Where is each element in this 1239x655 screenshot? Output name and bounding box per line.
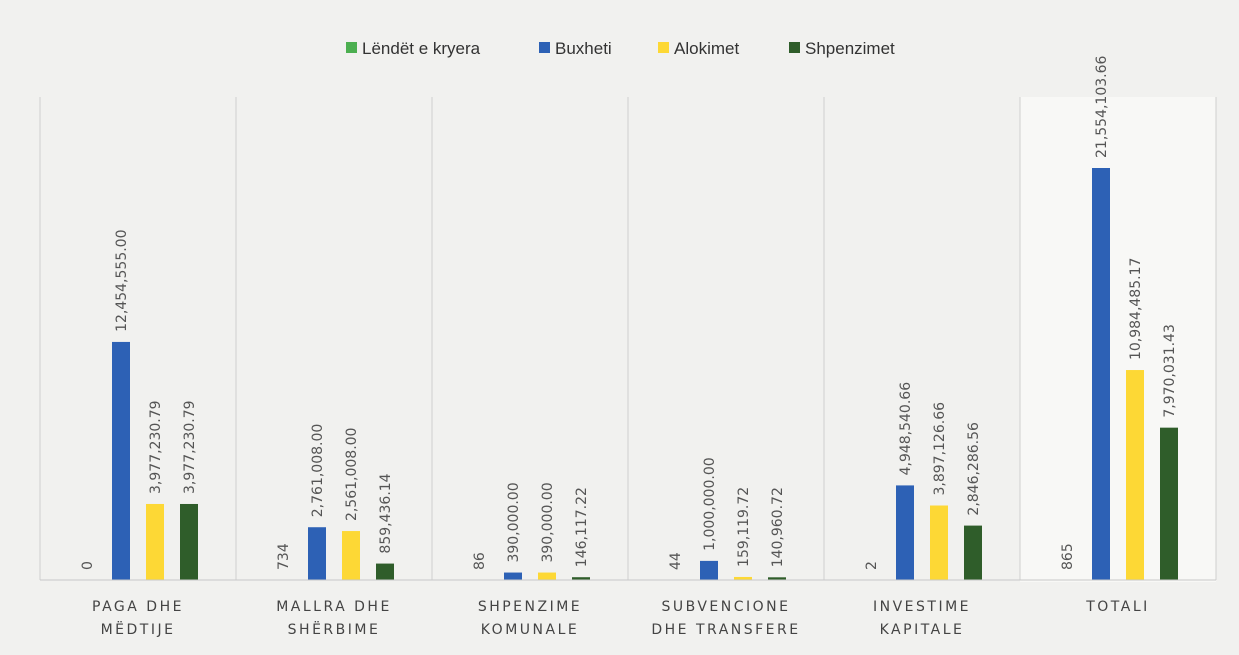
bar-buxheti-2 — [308, 527, 326, 580]
data-label-alokimet-4: 159,119.72 — [736, 487, 752, 567]
category-label: PAGA DHE — [92, 599, 184, 615]
data-label-buxheti-6: 21,554,103.66 — [1094, 55, 1110, 158]
category-label: SHPENZIME — [478, 599, 582, 615]
bar-buxheti-5 — [896, 485, 914, 580]
data-label-shpenzimet-1: 3,977,230.79 — [182, 400, 198, 494]
value-labels: 0 12,454,555.00 3,977,230.79 3,977,230.79 73… — [80, 55, 1178, 570]
category-label: MALLRA DHE — [276, 599, 392, 615]
data-label-alokimet-3: 390,000.00 — [540, 482, 556, 562]
category-label: DHE TRANSFERE — [651, 622, 800, 638]
data-label-buxheti-1: 12,454,555.00 — [114, 229, 130, 331]
category-label: TOTALI — [1085, 599, 1150, 615]
data-label-alokimet-1: 3,977,230.79 — [148, 400, 164, 494]
data-label-shpenzimet-4: 140,960.72 — [770, 487, 786, 567]
legend-swatch — [346, 42, 357, 53]
bar-shpenzimet-4 — [768, 577, 786, 580]
plot-panel-highlight — [1020, 97, 1216, 582]
bar-alokimet-5 — [930, 505, 948, 580]
bar-buxheti-4 — [700, 560, 718, 580]
bar-alokimet-6 — [1126, 370, 1144, 580]
bars — [112, 168, 1178, 580]
data-label-lendet-e-kryera-1: 0 — [80, 561, 96, 570]
category-separators — [39, 97, 1217, 580]
data-label-alokimet-5: 3,897,126.66 — [932, 402, 948, 496]
category-label: KOMUNALE — [481, 622, 579, 638]
legend-swatch — [658, 42, 669, 53]
data-label-buxheti-5: 4,948,540.66 — [898, 382, 914, 476]
category-label: SUBVENCIONE — [662, 599, 791, 615]
bar-shpenzimet-6 — [1160, 427, 1178, 580]
legend-label: Buxheti — [555, 39, 612, 58]
data-label-shpenzimet-5: 2,846,286.56 — [966, 422, 982, 516]
bar-alokimet-2 — [342, 531, 360, 580]
bar-alokimet-1 — [146, 503, 164, 580]
legend-label: Lëndët e kryera — [362, 39, 481, 58]
category-label: MËDTIJE — [101, 620, 176, 638]
legend-swatch — [789, 42, 800, 53]
bar-alokimet-3 — [538, 572, 556, 580]
bar-buxheti-3 — [504, 572, 522, 580]
data-label-buxheti-4: 1,000,000.00 — [702, 457, 718, 551]
legend-item-alokimet: Alokimet — [658, 39, 739, 58]
data-label-alokimet-6: 10,984,485.17 — [1128, 258, 1144, 360]
bar-alokimet-4 — [734, 576, 752, 580]
category-label: INVESTIME — [873, 599, 971, 615]
legend-swatch — [539, 42, 550, 53]
data-label-buxheti-2: 2,761,008.00 — [310, 424, 326, 518]
data-label-alokimet-2: 2,561,008.00 — [344, 428, 360, 522]
legend-label: Alokimet — [674, 39, 739, 58]
bar-buxheti-6 — [1092, 168, 1110, 580]
bar-buxheti-1 — [112, 341, 130, 580]
bar-shpenzimet-3 — [572, 577, 590, 580]
legend-item-lendet-e-kryera: Lëndët e kryera — [346, 39, 481, 58]
legend-item-shpenzimet: Shpenzimet — [789, 39, 895, 58]
data-label-lendet-e-kryera-3: 86 — [472, 552, 488, 570]
data-label-lendet-e-kryera-4: 44 — [668, 552, 684, 570]
category-labels: PAGA DHE MËDTIJE MALLRA DHE SHËRBIME SHPENZI… — [92, 599, 1150, 638]
data-label-lendet-e-kryera-2: 734 — [276, 543, 292, 570]
data-label-shpenzimet-6: 7,970,031.43 — [1162, 324, 1178, 418]
data-label-buxheti-3: 390,000.00 — [506, 482, 522, 562]
data-label-shpenzimet-3: 146,117.22 — [574, 487, 590, 567]
data-label-shpenzimet-2: 859,436.14 — [378, 473, 394, 553]
data-label-lendet-e-kryera-5: 2 — [864, 561, 880, 570]
legend-item-buxheti: Buxheti — [539, 39, 612, 58]
legend-label: Shpenzimet — [805, 39, 895, 58]
category-label: SHËRBIME — [288, 620, 381, 638]
bar-shpenzimet-2 — [376, 563, 394, 580]
bar-shpenzimet-5 — [964, 525, 982, 580]
data-label-lendet-e-kryera-6: 865 — [1060, 543, 1076, 570]
legend: Lëndët e kryera Buxheti Alokimet Shpenzimet — [346, 39, 895, 58]
bar-shpenzimet-1 — [180, 503, 198, 580]
category-label: KAPITALE — [880, 622, 965, 638]
